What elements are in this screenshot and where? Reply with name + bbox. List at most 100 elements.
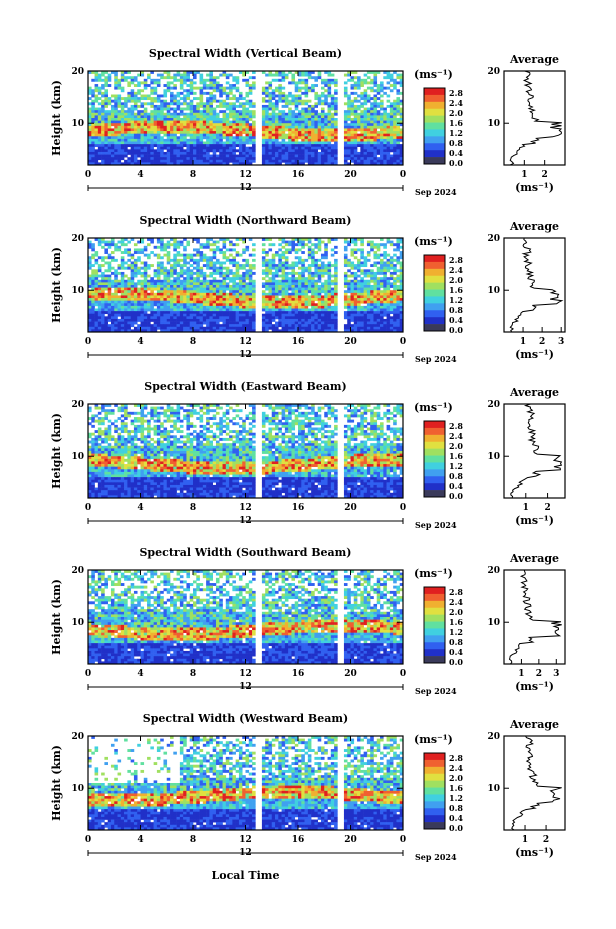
heatmap-cell	[173, 314, 177, 317]
heatmap-cell	[295, 121, 299, 124]
heatmap-cell	[334, 110, 338, 113]
heatmap-cell	[351, 155, 355, 158]
heatmap-cell	[131, 108, 135, 111]
heatmap-cell	[144, 123, 148, 126]
heatmap-cell	[328, 110, 332, 113]
heatmap-cell	[262, 142, 266, 145]
heatmap-cell	[311, 113, 315, 116]
heatmap-cell	[95, 301, 99, 304]
heatmap-cell	[354, 147, 358, 150]
heatmap-cell	[387, 267, 391, 270]
heatmap-cell	[150, 293, 154, 296]
heatmap-cell	[380, 108, 384, 111]
heatmap-cell	[387, 105, 391, 108]
heatmap-cell	[291, 248, 295, 251]
heatmap-cell	[196, 123, 200, 126]
heatmap-cell	[104, 123, 108, 126]
heatmap-cell	[288, 126, 292, 129]
date-label: Sep 2024	[415, 187, 457, 197]
heatmap-cell	[196, 311, 200, 314]
heatmap-cell	[367, 155, 371, 158]
heatmap-cell	[223, 272, 227, 275]
heatmap-cell	[373, 272, 377, 275]
heatmap-cell	[321, 126, 325, 129]
heatmap-cell	[291, 74, 295, 77]
heatmap-cell	[219, 118, 223, 121]
heatmap-cell	[268, 84, 272, 87]
heatmap-cell	[154, 136, 158, 139]
heatmap-cell	[278, 314, 282, 317]
heatmap-cell	[177, 262, 181, 265]
heatmap-cell	[272, 142, 276, 145]
heatmap-cell	[216, 84, 220, 87]
heatmap-cell	[124, 303, 128, 306]
heatmap-cell	[124, 280, 128, 283]
heatmap-cell	[239, 290, 243, 293]
heatmap-cell	[321, 295, 325, 298]
heatmap-cell	[183, 248, 187, 251]
heatmap-cell	[101, 295, 105, 298]
heatmap-cell	[150, 147, 154, 150]
heatmap-cell	[370, 160, 374, 163]
heatmap-cell	[219, 110, 223, 113]
heatmap-cell	[318, 121, 322, 124]
heatmap-cell	[206, 301, 210, 304]
heatmap-cell	[213, 288, 217, 291]
heatmap-cell	[291, 97, 295, 100]
heatmap-cell	[95, 290, 99, 293]
heatmap-cell	[239, 306, 243, 309]
heatmap-cell	[206, 262, 210, 265]
heatmap-cell	[101, 134, 105, 137]
heatmap-cell	[226, 316, 230, 319]
heatmap-cell	[318, 115, 322, 118]
heatmap-cell	[186, 262, 190, 265]
heatmap-cell	[298, 288, 302, 291]
heatmap-cell	[200, 113, 204, 116]
heatmap-cell	[183, 259, 187, 262]
heatmap-cell	[347, 105, 351, 108]
heatmap-cell	[108, 314, 112, 317]
heatmap-cell	[249, 160, 253, 163]
heatmap-cell	[331, 144, 335, 147]
heatmap-cell	[134, 248, 138, 251]
heatmap-cell	[147, 152, 151, 155]
heatmap-cell	[377, 131, 381, 134]
heatmap-cell	[219, 272, 223, 275]
heatmap-cell	[265, 131, 269, 134]
colorbar-segment	[424, 88, 445, 95]
heatmap-cell	[108, 290, 112, 293]
heatmap-cell	[154, 298, 158, 301]
heatmap-cell	[383, 144, 387, 147]
heatmap-cell	[216, 269, 220, 272]
heatmap-cell	[223, 311, 227, 314]
heatmap-cell	[209, 144, 213, 147]
heatmap-cell	[190, 126, 194, 129]
heatmap-cell	[114, 131, 118, 134]
heatmap-cell	[357, 139, 361, 142]
heatmap-cell	[321, 282, 325, 285]
heatmap-cell	[301, 251, 305, 254]
heatmap-cell	[282, 298, 286, 301]
heatmap-cell	[124, 314, 128, 317]
heatmap-cell	[364, 136, 368, 139]
heatmap-cell	[308, 248, 312, 251]
heatmap-cell	[305, 102, 309, 105]
heatmap-cell	[373, 309, 377, 312]
heatmap-cell	[360, 295, 364, 298]
heatmap-cell	[163, 84, 167, 87]
heatmap-cell	[144, 126, 148, 129]
heatmap-cell	[101, 293, 105, 296]
heatmap-cell	[206, 92, 210, 95]
heatmap-cell	[111, 147, 115, 150]
heatmap-cell	[328, 303, 332, 306]
heatmap-cell	[219, 123, 223, 126]
heatmap-cell	[137, 136, 141, 139]
heatmap-cell	[173, 118, 177, 121]
heatmap-cell	[190, 113, 194, 116]
heatmap-cell	[203, 108, 207, 111]
heatmap-cell	[186, 282, 190, 285]
heatmap-cell	[364, 275, 368, 278]
heatmap-cell	[387, 309, 391, 312]
heatmap-cell	[144, 254, 148, 257]
heatmap-cell	[396, 100, 400, 103]
